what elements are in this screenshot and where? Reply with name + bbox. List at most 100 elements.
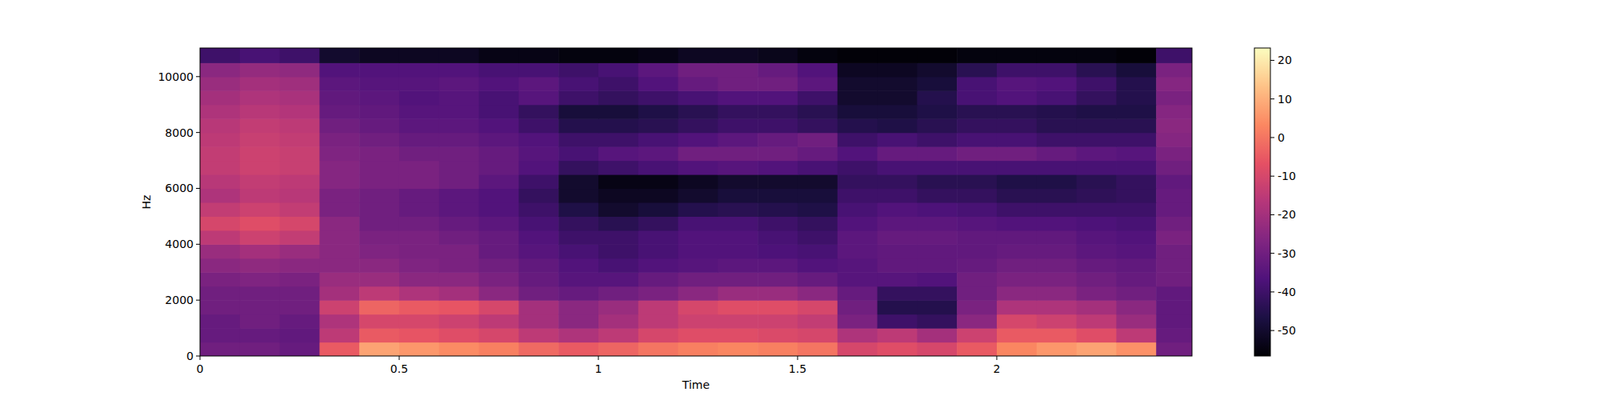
colorbar [1254,48,1271,356]
cell [996,132,1037,148]
cell [638,202,679,217]
cell [1156,62,1192,77]
cell [439,174,480,189]
cell [996,188,1037,203]
cell [200,132,240,148]
cell [359,90,400,105]
cell [518,48,559,64]
cell [240,272,280,287]
cell [1076,104,1117,120]
y-label: Hz [140,195,153,210]
cell [1116,286,1156,301]
cell [956,244,997,259]
colorbar-tick [1270,252,1275,254]
cell [240,118,280,133]
cell [1076,146,1117,161]
cell [956,160,997,176]
cell [399,174,440,189]
cell [240,188,280,203]
cell [956,132,997,148]
cell [916,188,957,203]
cell [518,118,559,133]
cell [678,230,719,245]
cell [877,174,918,189]
cell [678,174,719,189]
cell [479,118,520,133]
cell [1116,258,1156,273]
cell [479,314,520,329]
cell [956,314,997,329]
cell [638,272,679,287]
cell [717,132,758,148]
cell [877,76,918,92]
cell [638,48,679,64]
cell [1156,146,1192,161]
cell [598,300,639,315]
cell [359,216,400,231]
cell [956,174,997,189]
cell [1156,342,1192,356]
cell [638,146,679,161]
cell [638,62,679,77]
cell [558,76,599,92]
cell [439,286,480,301]
cell [717,48,758,64]
cell [518,104,559,120]
cell [1116,300,1156,315]
cell [439,62,480,77]
cell [558,104,599,120]
cell [877,104,918,120]
cell [1036,258,1077,273]
cell [678,216,719,231]
cell [996,62,1037,77]
cell [678,328,719,343]
plot-frame [200,48,1192,356]
cell [837,216,878,231]
cell [797,202,838,217]
cell [877,314,918,329]
cell [240,230,280,245]
cell [757,146,798,161]
cell [518,342,559,356]
cell [1156,258,1192,273]
cell [439,160,480,176]
cell [916,160,957,176]
cell [240,132,280,148]
cell [996,328,1037,343]
cell [399,272,440,287]
cell [797,76,838,92]
colorbar-tick-label: -30 [1277,247,1296,260]
cell [638,328,679,343]
cell [996,90,1037,105]
cell [1116,202,1156,217]
colorbar-tick-label: -10 [1277,169,1296,183]
cell [598,160,639,176]
cell [598,48,639,64]
cell [877,328,918,343]
cell [717,286,758,301]
cell [956,328,997,343]
cell [558,62,599,77]
cell [1116,146,1156,161]
cell [280,342,320,356]
cell [638,342,679,356]
cell [757,160,798,176]
cell [399,104,440,120]
cell [518,314,559,329]
cell [439,188,480,203]
cell [717,272,758,287]
cell [359,160,400,176]
cell [1076,76,1117,92]
cell [1036,62,1077,77]
cell [916,230,957,245]
cell [638,188,679,203]
cell [1036,300,1077,315]
cell [479,174,520,189]
cell [1036,132,1077,148]
cell [200,104,240,120]
cell [280,76,320,92]
cell [319,118,360,133]
cell [996,202,1037,217]
cell [240,76,280,92]
cell [200,314,240,329]
